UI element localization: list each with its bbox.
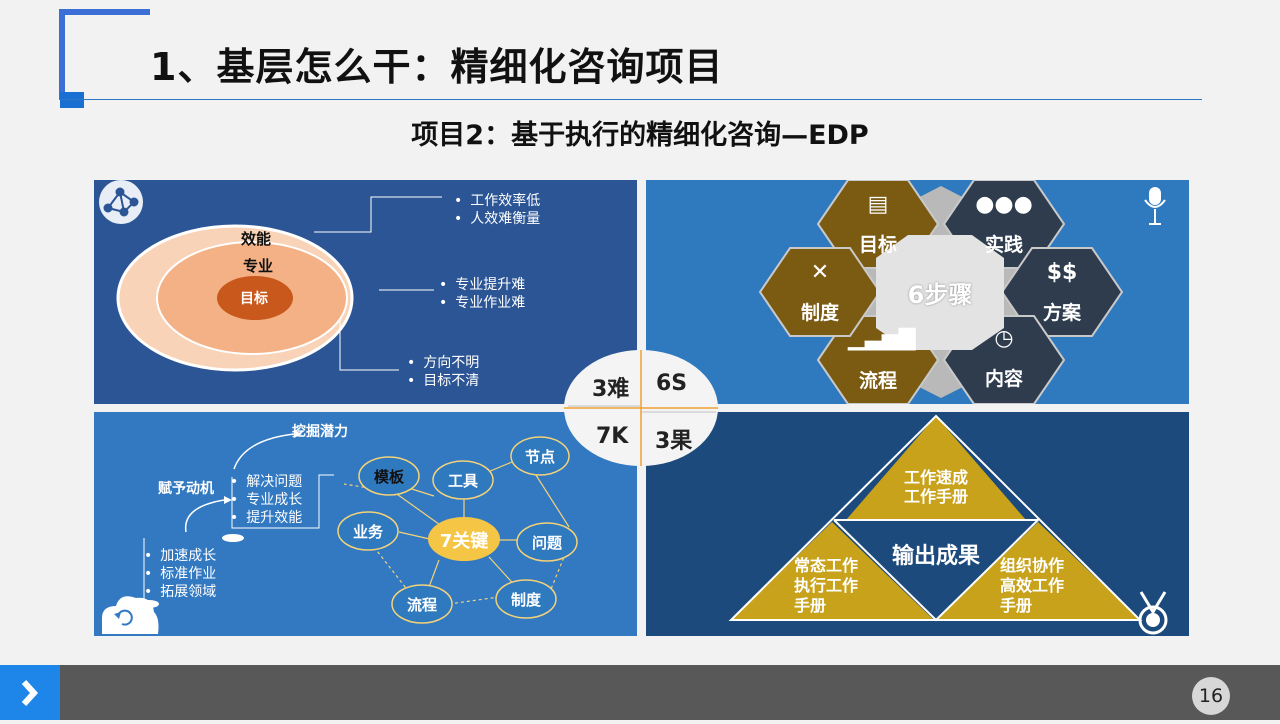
node-seven-keys-label: 7关键	[439, 531, 489, 552]
chevron-right-icon	[21, 679, 39, 707]
chart-up-icon: ▁▃▅▇	[848, 326, 916, 351]
callout-line-1	[314, 196, 442, 233]
callout-3-list: 方向不明 目标不清	[407, 354, 479, 390]
page-subtitle: 项目2：基于执行的精细化咨询—EDP	[411, 120, 869, 151]
output-right-text: 组织协作 高效工作 手册	[1000, 556, 1065, 615]
page-number: 16	[1192, 677, 1230, 715]
microphone-icon	[1144, 187, 1166, 225]
clock-icon: ◷	[994, 326, 1014, 351]
keys-nodes	[337, 436, 578, 624]
dig-potential-label: 挖掘潜力	[292, 424, 348, 440]
profession-label: 专业	[243, 257, 274, 275]
next-arrow-button[interactable]	[0, 665, 60, 720]
step-label: 实践	[984, 234, 1023, 256]
efficiency-label: 效能	[241, 230, 272, 248]
callout-2-list: 专业提升难 专业作业难	[439, 276, 525, 312]
ring-q4: 3果	[655, 429, 693, 454]
triangle-left	[731, 522, 934, 620]
medal-icon	[1138, 591, 1168, 635]
node-template-label: 模板	[373, 468, 404, 486]
money-icon: $$	[1046, 260, 1078, 285]
output-center-text: 输出成果	[891, 544, 980, 569]
node-seven-keys	[428, 517, 500, 561]
keys-panel: 挖掘潜力 赋予动机 解决问题 专业成长 提升效能 加速成长 标准作业 拓展领域 …	[94, 412, 637, 636]
triangle-top	[846, 416, 1026, 520]
target-label: 目标	[240, 291, 268, 307]
title-divider	[60, 99, 1202, 100]
step-label: 内容	[984, 368, 1023, 390]
node-problem	[516, 522, 578, 562]
callout-line-3	[339, 320, 399, 371]
arrow-up-1	[233, 433, 295, 470]
efficiency-panel: 效能 专业 目标 工作效率低 人效难衡量 专业提升难 专业作业难 方向不明 目标…	[94, 180, 637, 404]
cloud-sync-icon	[102, 596, 159, 634]
motivation-label: 赋予动机	[158, 481, 214, 497]
motivation-list: 解决问题 专业成长 提升效能	[230, 473, 302, 527]
tools-icon: ✕	[810, 260, 830, 285]
node-system-label: 制度	[510, 591, 541, 609]
callout-1-list: 工作效率低 人效难衡量	[454, 192, 540, 228]
node-checkpoint-label: 节点	[524, 448, 555, 466]
node-process-label: 流程	[406, 596, 437, 614]
node-tool-label: 工具	[447, 472, 478, 490]
step-label: 流程	[858, 370, 897, 392]
node-business-label: 业务	[352, 523, 383, 541]
node-business	[337, 511, 399, 551]
growth-list: 加速成长 标准作业 拓展领域	[144, 547, 216, 601]
node-process	[391, 584, 453, 624]
output-left-text: 常态工作 执行工作 手册	[794, 556, 859, 615]
arrow-up-2	[184, 499, 225, 533]
corner-bracket-decoration	[59, 9, 150, 108]
ring-q1: 3难	[592, 377, 630, 402]
center-ring	[564, 350, 718, 466]
node-system	[495, 579, 557, 619]
step-label: 方案	[1042, 302, 1081, 324]
node-checkpoint	[510, 436, 570, 476]
node-template	[358, 456, 420, 496]
output-top-text: 工作速成 工作手册	[903, 468, 968, 506]
step-label: 目标	[858, 234, 897, 256]
network-icon	[99, 180, 143, 224]
triangle-center	[836, 522, 1036, 620]
ring-q2: 6S	[656, 371, 688, 396]
triangle-right	[936, 522, 1140, 620]
team-icon: ●●●	[975, 192, 1033, 217]
footer-bar	[0, 665, 1280, 720]
step-label: 制度	[800, 302, 839, 324]
arrow-base-ellipse	[222, 534, 244, 542]
node-problem-label: 问题	[531, 534, 562, 552]
steps-center-label: 6步骤	[907, 281, 973, 309]
target-ellipse	[217, 276, 293, 320]
page-title: 1、基层怎么干：精细化咨询项目	[150, 45, 724, 89]
ring-q3: 7K	[596, 424, 629, 449]
node-tool	[432, 460, 494, 500]
output-panel: 工作速成 工作手册 输出成果 常态工作 执行工作 手册 组织协作 高效工作 手册	[646, 412, 1189, 636]
clipboard-icon: ▤	[867, 192, 889, 217]
